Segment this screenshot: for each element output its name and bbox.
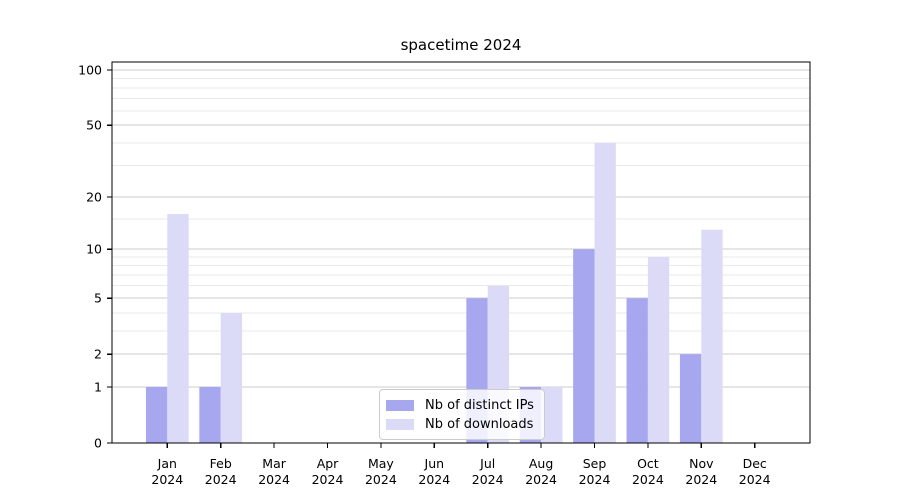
y-tick-label: 50 — [86, 118, 102, 133]
bar-distinct-ips — [679, 354, 702, 443]
bar-distinct-ips — [626, 298, 648, 443]
x-tick-label: Jul 2024 — [472, 456, 504, 487]
x-tick-label: Aug 2024 — [525, 456, 557, 487]
bar-downloads — [167, 214, 189, 443]
plot-area-frame — [111, 61, 811, 444]
x-tick-label: Apr 2024 — [312, 456, 344, 487]
y-tick-label: 2 — [94, 347, 102, 362]
x-tick-label: Nov 2024 — [685, 456, 717, 487]
legend-item-downloads: Nb of downloads — [386, 416, 536, 433]
x-tick-label: Feb 2024 — [205, 456, 237, 487]
legend-swatch-downloads-icon — [386, 419, 414, 430]
y-tick-label: 10 — [86, 242, 102, 257]
bar-distinct-ips — [145, 386, 168, 443]
x-tick-label: Dec 2024 — [739, 456, 771, 487]
y-tick-label: 0 — [94, 436, 102, 451]
bar-downloads — [220, 312, 243, 443]
x-tick-label: Mar 2024 — [258, 456, 290, 487]
bar-downloads — [701, 229, 723, 443]
bar-downloads — [541, 386, 563, 443]
x-tick-label: Sep 2024 — [579, 456, 611, 487]
bar-distinct-ips — [573, 249, 595, 443]
legend-label-distinct-ips: Nb of distinct IPs — [425, 398, 534, 413]
legend-item-distinct-ips: Nb of distinct IPs — [386, 397, 536, 414]
x-tick-label: Jan 2024 — [151, 456, 183, 487]
y-tick-label: 1 — [94, 379, 102, 394]
legend: Nb of distinct IPs Nb of downloads — [379, 389, 545, 440]
x-tick-label: Oct 2024 — [632, 456, 664, 487]
x-tick-label: May 2024 — [365, 456, 397, 487]
legend-label-downloads: Nb of downloads — [425, 417, 534, 432]
legend-swatch-distinct-ips-icon — [386, 400, 414, 411]
y-tick-label: 5 — [94, 291, 102, 306]
y-tick-label: 100 — [78, 62, 102, 77]
y-tick-label: 20 — [86, 189, 102, 204]
bar-downloads — [647, 256, 670, 443]
chart-title: spacetime 2024 — [400, 36, 522, 54]
bar-distinct-ips — [199, 386, 221, 443]
bar-downloads — [594, 142, 616, 443]
x-tick-label: Jun 2024 — [418, 456, 450, 487]
